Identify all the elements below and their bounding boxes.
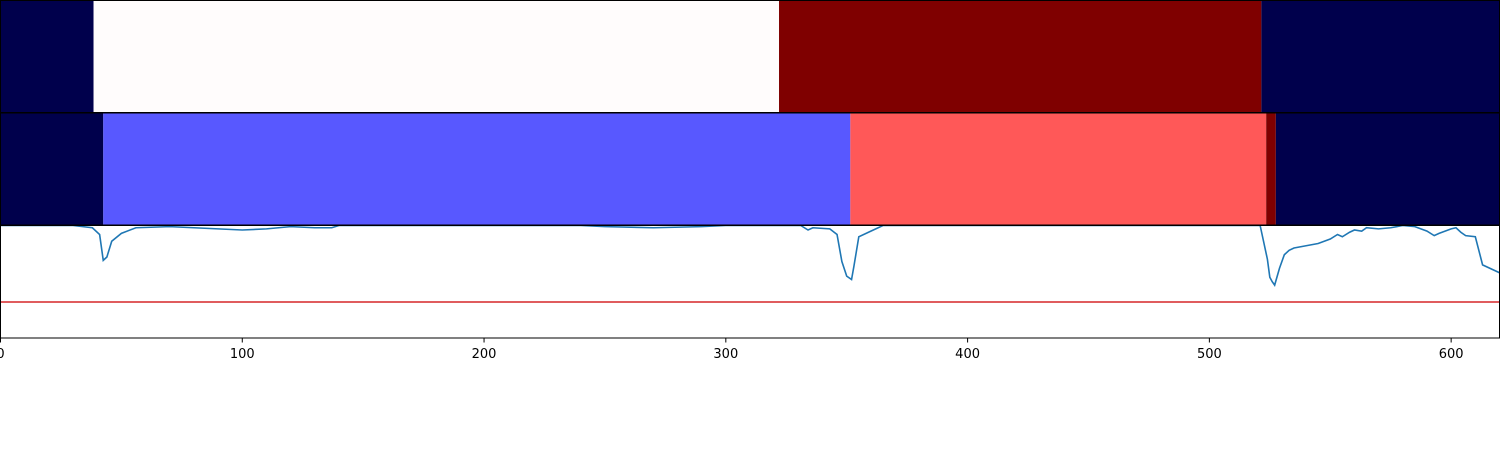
- x-tick-label-400: 400: [955, 347, 980, 362]
- x-axis: 0 100 200 300 400 500 600: [0, 338, 1464, 362]
- strip1-segment-1: [93, 0, 780, 113]
- signal-frame: [0, 225, 1500, 339]
- x-tick-label-600: 600: [1439, 347, 1464, 362]
- x-tick-label-0: 0: [0, 347, 5, 362]
- strip1-segment-3: [1261, 0, 1500, 113]
- strip2-segment-4: [1275, 113, 1500, 226]
- strip1-segment-0: [0, 0, 94, 113]
- x-tick-label-300: 300: [713, 347, 738, 362]
- segmentation-strip-top: [0, 0, 1500, 113]
- strip2-segment-2: [850, 113, 1267, 226]
- strip1-segment-2: [779, 0, 1262, 113]
- segmentation-strip-middle: [0, 113, 1500, 226]
- strip2-segment-1: [103, 113, 851, 226]
- strip2-segment-0: [0, 113, 104, 226]
- x-tick-label-500: 500: [1197, 347, 1222, 362]
- signal-panel: [0, 224, 1500, 303]
- x-tick-label-200: 200: [472, 347, 497, 362]
- x-tick-label-100: 100: [230, 347, 255, 362]
- strip2-segment-3: [1266, 113, 1276, 226]
- signal-series-line: [0, 224, 1500, 287]
